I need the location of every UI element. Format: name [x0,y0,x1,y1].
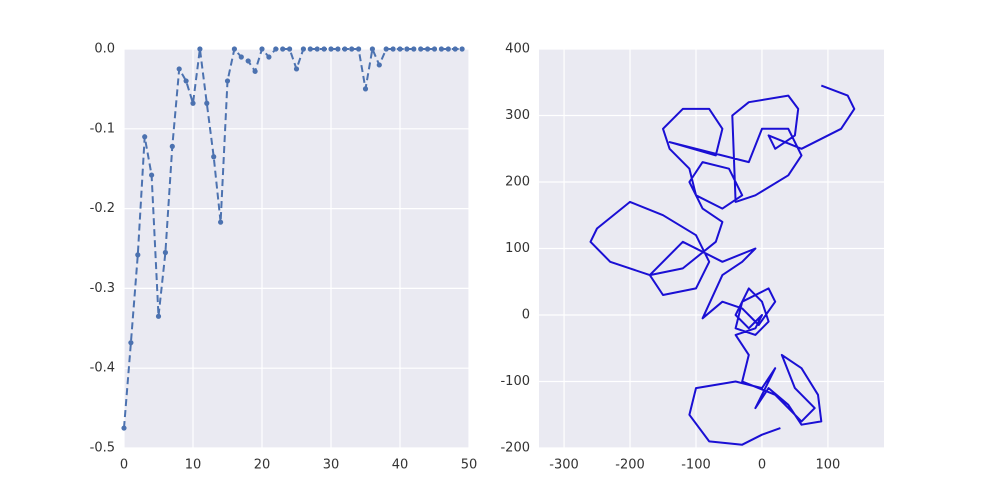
data-point [390,46,396,52]
y-tick-label: -0.2 [90,201,115,216]
data-point [342,46,348,52]
x-tick-label: 100 [816,458,841,473]
data-point [224,78,231,84]
data-point [459,46,465,52]
data-point [369,46,375,52]
data-point [362,86,369,92]
data-point [418,46,424,52]
data-point [128,340,134,346]
data-point [238,54,244,60]
data-point [231,46,237,52]
data-line [589,84,856,446]
y-tick-label: -0.4 [90,361,115,376]
data-point [183,78,189,84]
data-point [293,66,300,72]
y-tick-label: 100 [505,241,530,256]
data-point [452,46,458,52]
x-tick-label: 20 [254,458,271,473]
data-point [169,143,175,149]
y-tick-label: 0.0 [94,42,115,57]
x-tick-label: 40 [392,458,409,473]
data-point [197,46,203,52]
y-tick-label: 300 [505,108,530,123]
data-point [287,46,293,52]
y-tick-label: 400 [505,42,530,57]
data-point [321,46,327,52]
data-point [300,46,306,52]
y-tick-label: -0.1 [90,121,115,136]
x-tick-label: 50 [461,458,478,473]
data-point [273,46,279,52]
y-tick-label: -100 [500,374,530,389]
data-point [142,134,148,140]
data-point [445,46,451,52]
x-tick-label: 0 [120,458,128,473]
y-tick-label: -0.5 [90,441,115,456]
data-point [307,46,313,52]
data-point [204,100,210,106]
data-point [280,46,286,52]
x-tick-label: 0 [758,458,766,473]
data-point [162,249,168,256]
data-point [121,425,127,431]
y-tick-label: 0 [522,308,530,323]
plot-area [124,49,469,448]
data-line [123,48,463,429]
data-point [266,54,272,60]
data-point [245,58,251,64]
x-tick-label: 10 [185,458,202,473]
data-point [397,46,403,52]
data-point [411,46,417,52]
data-point [335,46,341,52]
x-tick-label: 30 [323,458,340,473]
data-point [376,62,382,68]
data-point [190,100,196,106]
data-point [252,68,258,74]
data-point [149,172,155,178]
data-point [431,46,438,52]
data-point [155,313,162,319]
x-tick-label: -100 [681,458,711,473]
data-point [135,252,141,258]
data-point [328,46,334,52]
x-tick-label: -300 [549,458,579,473]
data-point [218,219,224,225]
data-point [176,66,182,72]
y-tick-label: -200 [500,441,530,456]
data-point [211,154,217,160]
data-point [356,46,362,52]
data-point [314,46,320,52]
y-tick-label: -0.3 [90,281,115,296]
data-point [404,46,410,52]
data-point [425,46,431,52]
data-point [383,46,389,52]
data-point [259,46,265,52]
data-point [349,46,355,52]
x-tick-label: -200 [615,458,645,473]
y-tick-label: 200 [505,175,530,190]
data-point [438,46,444,52]
